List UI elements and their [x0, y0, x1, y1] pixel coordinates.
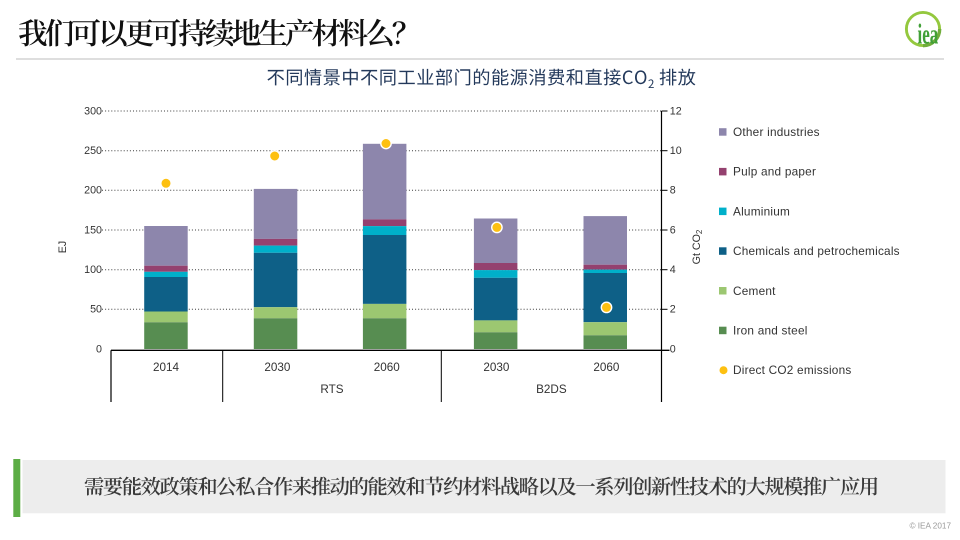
- svg-text:Iron and steel: Iron and steel: [733, 324, 808, 338]
- svg-text:250: 250: [84, 145, 102, 157]
- svg-text:2: 2: [670, 304, 676, 316]
- svg-text:Chemicals and petrochemicals: Chemicals and petrochemicals: [733, 244, 900, 258]
- svg-text:B2DS: B2DS: [536, 383, 567, 396]
- svg-text:EJ: EJ: [57, 241, 69, 253]
- svg-text:200: 200: [84, 185, 102, 197]
- svg-text:Cement: Cement: [733, 284, 776, 298]
- svg-text:Direct CO2 emissions: Direct CO2 emissions: [733, 363, 851, 377]
- svg-text:10: 10: [670, 145, 682, 157]
- svg-text:0: 0: [96, 343, 102, 355]
- svg-text:4: 4: [670, 264, 676, 276]
- svg-text:2060: 2060: [593, 361, 620, 374]
- svg-text:Aluminium: Aluminium: [733, 204, 790, 218]
- svg-text:50: 50: [90, 304, 102, 316]
- svg-text:Pulp and paper: Pulp and paper: [733, 165, 816, 179]
- svg-text:12: 12: [670, 105, 682, 117]
- svg-text:2060: 2060: [374, 361, 401, 374]
- svg-text:© IEA 2017: © IEA 2017: [909, 522, 951, 531]
- svg-text:0: 0: [670, 343, 676, 355]
- svg-text:8: 8: [670, 185, 676, 197]
- svg-text:2030: 2030: [264, 361, 291, 374]
- svg-text:Other industries: Other industries: [733, 125, 820, 139]
- svg-text:6: 6: [670, 224, 676, 236]
- svg-text:2030: 2030: [483, 361, 510, 374]
- svg-text:150: 150: [84, 224, 102, 236]
- svg-text:RTS: RTS: [320, 383, 343, 396]
- svg-text:100: 100: [84, 264, 102, 276]
- svg-text:Gt CO2: Gt CO2: [691, 229, 704, 264]
- svg-text:iea: iea: [918, 19, 939, 51]
- svg-text:2014: 2014: [153, 361, 180, 374]
- svg-text:300: 300: [84, 105, 102, 117]
